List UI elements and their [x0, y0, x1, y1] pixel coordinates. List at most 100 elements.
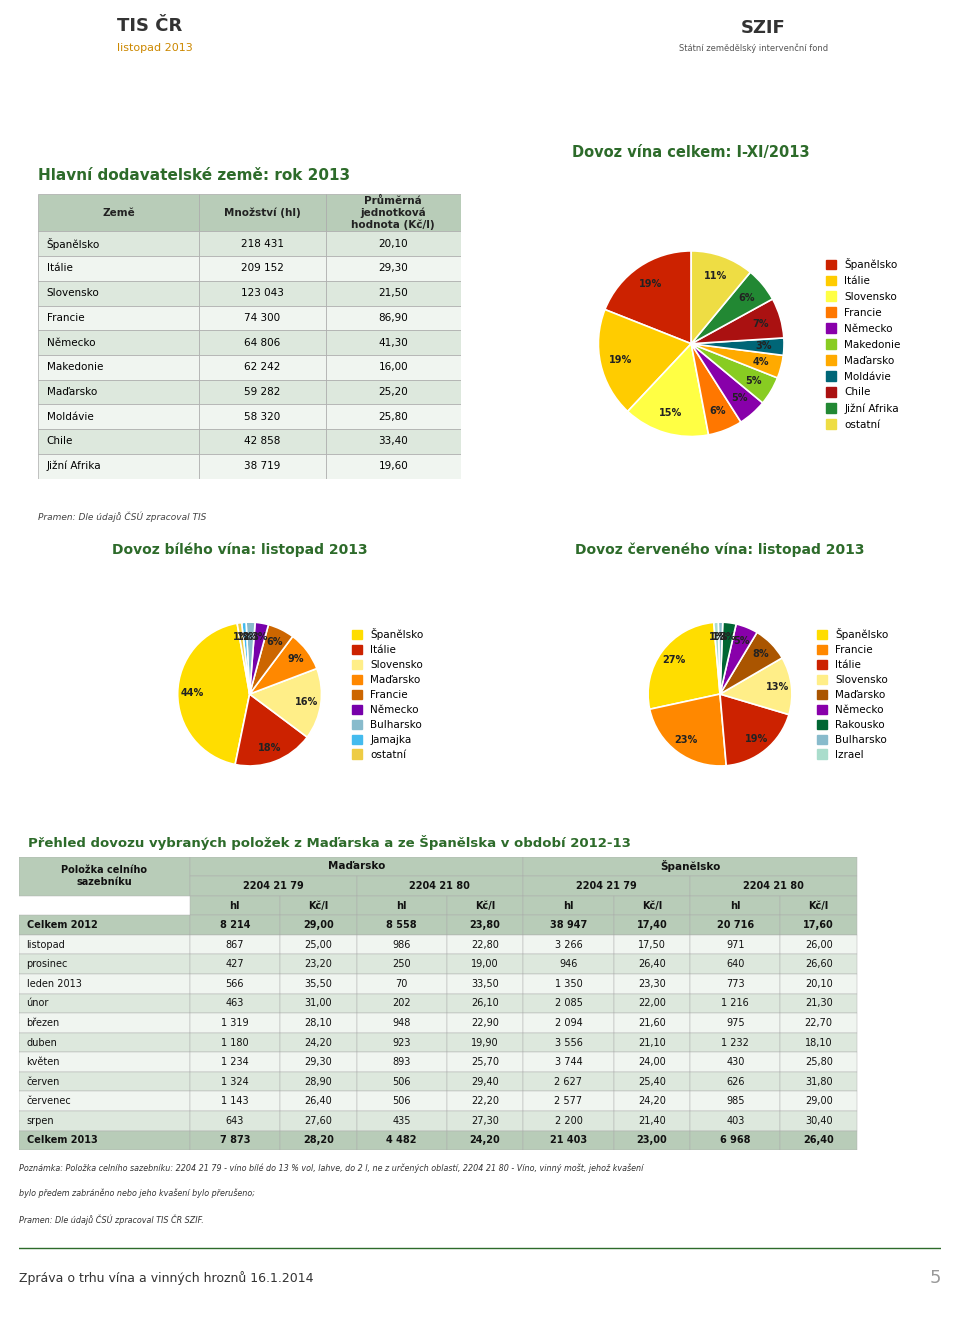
Text: 893: 893 — [393, 1058, 411, 1067]
Text: 9%: 9% — [287, 654, 303, 665]
Text: 6%: 6% — [709, 406, 726, 416]
FancyBboxPatch shape — [280, 1130, 356, 1150]
Text: 946: 946 — [560, 960, 578, 969]
FancyBboxPatch shape — [613, 954, 690, 974]
Text: 506: 506 — [393, 1096, 411, 1107]
Text: 17,50: 17,50 — [638, 940, 666, 949]
Text: 19%: 19% — [609, 354, 633, 365]
Text: 74 300: 74 300 — [244, 313, 280, 323]
Text: 975: 975 — [726, 1018, 745, 1029]
Text: 21,60: 21,60 — [638, 1018, 665, 1029]
Text: Dovoz červeného vína: listopad 2013: Dovoz červeného vína: listopad 2013 — [575, 542, 865, 557]
Text: 28,20: 28,20 — [302, 1136, 334, 1145]
Text: 2 627: 2 627 — [555, 1076, 583, 1087]
FancyBboxPatch shape — [780, 1092, 857, 1110]
Text: 1 216: 1 216 — [721, 998, 749, 1009]
FancyBboxPatch shape — [280, 1072, 356, 1092]
FancyBboxPatch shape — [780, 935, 857, 954]
Wedge shape — [235, 694, 307, 765]
FancyBboxPatch shape — [356, 1032, 446, 1052]
Text: bylo předem zabráněno nebo jeho kvašení bylo přerušeno;: bylo předem zabráněno nebo jeho kvašení … — [19, 1188, 255, 1198]
Text: 26,60: 26,60 — [804, 960, 832, 969]
FancyBboxPatch shape — [613, 1130, 690, 1150]
Wedge shape — [605, 251, 691, 344]
Text: 23,30: 23,30 — [638, 978, 665, 989]
Text: duben: duben — [27, 1038, 58, 1047]
FancyBboxPatch shape — [446, 896, 523, 915]
FancyBboxPatch shape — [780, 1072, 857, 1092]
Text: 33,40: 33,40 — [378, 436, 408, 447]
Text: 25,00: 25,00 — [304, 940, 332, 949]
FancyBboxPatch shape — [780, 1032, 857, 1052]
Text: 867: 867 — [226, 940, 244, 949]
Text: 19,60: 19,60 — [378, 461, 408, 471]
FancyBboxPatch shape — [690, 974, 780, 994]
FancyBboxPatch shape — [199, 194, 325, 231]
Text: ZAHRANIČNÍ OBCHOD ČR: ZAHRANIČNÍ OBCHOD ČR — [99, 74, 296, 87]
Text: hl: hl — [396, 900, 407, 911]
FancyBboxPatch shape — [38, 379, 199, 405]
Text: 3 556: 3 556 — [555, 1038, 583, 1047]
FancyBboxPatch shape — [190, 876, 356, 896]
Text: Francie: Francie — [47, 313, 84, 323]
Text: 35,50: 35,50 — [304, 978, 332, 989]
Text: 2204 21 80: 2204 21 80 — [743, 880, 804, 891]
Text: 86,90: 86,90 — [378, 313, 408, 323]
Text: 3%: 3% — [252, 632, 268, 642]
FancyBboxPatch shape — [446, 994, 523, 1013]
FancyBboxPatch shape — [19, 915, 190, 935]
FancyBboxPatch shape — [19, 1013, 190, 1032]
Text: 1 324: 1 324 — [221, 1076, 249, 1087]
FancyBboxPatch shape — [190, 857, 523, 876]
Wedge shape — [691, 344, 778, 403]
FancyBboxPatch shape — [38, 256, 199, 280]
FancyBboxPatch shape — [446, 974, 523, 994]
Text: 463: 463 — [226, 998, 244, 1009]
Title: Dovoz vína celkem: I-XI/2013: Dovoz vína celkem: I-XI/2013 — [572, 145, 810, 160]
FancyBboxPatch shape — [356, 1052, 446, 1072]
Text: Jižní Afrika: Jižní Afrika — [47, 461, 102, 472]
FancyBboxPatch shape — [780, 954, 857, 974]
Text: 986: 986 — [393, 940, 411, 949]
Text: 22,00: 22,00 — [638, 998, 666, 1009]
FancyBboxPatch shape — [199, 430, 325, 453]
Text: 1 350: 1 350 — [555, 978, 583, 989]
Text: 1 232: 1 232 — [721, 1038, 749, 1047]
Text: 11%: 11% — [704, 271, 728, 280]
Wedge shape — [250, 625, 293, 694]
Text: listopad 2013: listopad 2013 — [117, 42, 193, 53]
Wedge shape — [713, 623, 720, 694]
Text: 2204 21 79: 2204 21 79 — [576, 880, 637, 891]
FancyBboxPatch shape — [690, 915, 780, 935]
Text: 6 968: 6 968 — [720, 1136, 751, 1145]
FancyBboxPatch shape — [356, 935, 446, 954]
Text: 17,40: 17,40 — [636, 920, 667, 931]
Text: 44%: 44% — [180, 689, 204, 698]
Text: 2 577: 2 577 — [555, 1096, 583, 1107]
Text: 26,40: 26,40 — [804, 1136, 834, 1145]
FancyBboxPatch shape — [199, 280, 325, 305]
Wedge shape — [250, 669, 322, 738]
Wedge shape — [718, 623, 723, 694]
Text: Kč/l: Kč/l — [641, 900, 662, 911]
Text: 16%: 16% — [295, 697, 318, 707]
Text: 30,40: 30,40 — [804, 1116, 832, 1126]
Text: Poznámka: Položka celního sazebníku: 2204 21 79 - víno bílé do 13 % vol, lahve, : Poznámka: Položka celního sazebníku: 220… — [19, 1163, 643, 1173]
Text: 8 558: 8 558 — [386, 920, 417, 931]
Wedge shape — [720, 694, 789, 765]
FancyBboxPatch shape — [280, 896, 356, 915]
FancyBboxPatch shape — [356, 1072, 446, 1092]
Wedge shape — [628, 344, 708, 436]
Text: 2 094: 2 094 — [555, 1018, 583, 1029]
FancyBboxPatch shape — [356, 1130, 446, 1150]
Text: 24,00: 24,00 — [638, 1058, 665, 1067]
FancyBboxPatch shape — [523, 896, 613, 915]
FancyBboxPatch shape — [325, 280, 461, 305]
FancyBboxPatch shape — [446, 1013, 523, 1032]
FancyBboxPatch shape — [523, 1072, 613, 1092]
FancyBboxPatch shape — [19, 1092, 190, 1110]
FancyBboxPatch shape — [613, 1092, 690, 1110]
Text: 250: 250 — [393, 960, 411, 969]
FancyBboxPatch shape — [38, 194, 199, 231]
FancyBboxPatch shape — [19, 857, 190, 896]
